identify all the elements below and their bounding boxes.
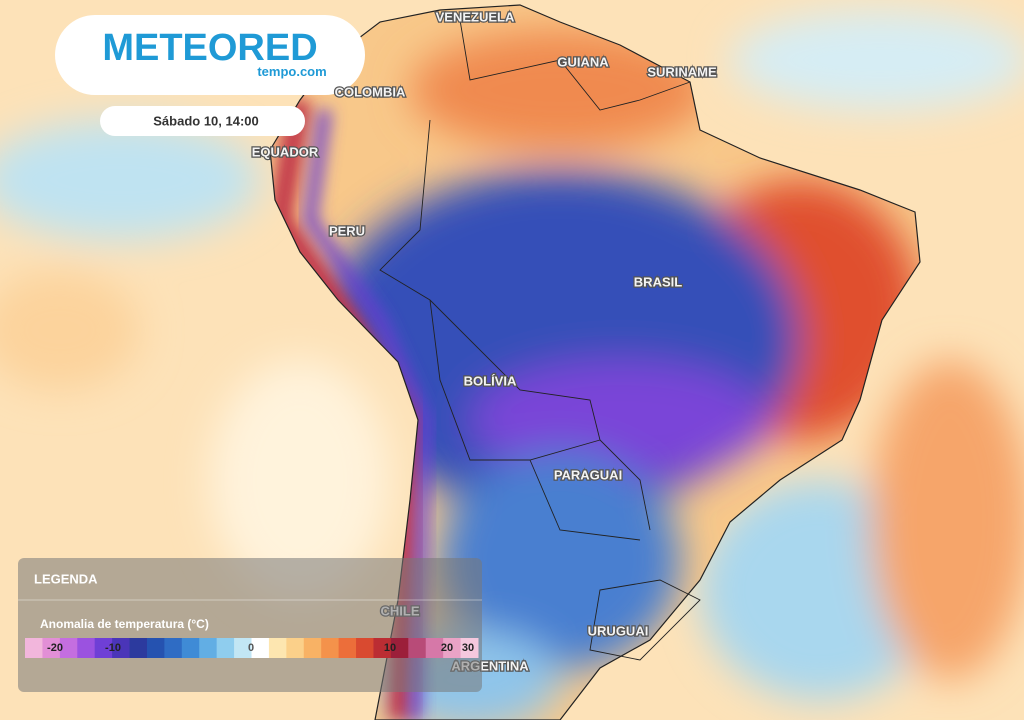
legend-swatch [425, 638, 444, 658]
legend-swatch [251, 638, 270, 658]
legend-swatch [42, 638, 61, 658]
legend-swatch [146, 638, 165, 658]
legend-swatch [94, 638, 113, 658]
logo[interactable]: METEORED [102, 27, 317, 69]
legend-swatch [356, 638, 374, 658]
legend-swatch [129, 638, 148, 658]
date: Sábado 10, 14:00 [153, 113, 259, 128]
country-label: GUIANA [557, 54, 609, 69]
legend-tick-label: -20 [47, 642, 63, 654]
country-label: SURINAME [647, 64, 717, 79]
legend-swatch [303, 638, 322, 658]
legend-swatch [164, 638, 183, 658]
ocean-anomaly [0, 10, 1024, 700]
legend-swatch [268, 638, 287, 658]
country-label: PARAGUAI [554, 467, 622, 482]
legend-tick-label: -10 [105, 642, 121, 654]
legend-tick-label: 0 [248, 642, 254, 654]
country-label: PERU [329, 223, 365, 238]
legend-swatch [286, 638, 305, 658]
legend-swatch [408, 638, 427, 658]
country-label: BRASIL [634, 274, 682, 289]
legend-swatch [59, 638, 78, 658]
country-label: EQUADOR [252, 144, 319, 159]
legend-swatch [234, 638, 252, 658]
legend-swatch [25, 638, 43, 658]
legend-swatch [112, 638, 131, 658]
legend-swatch [443, 638, 462, 658]
country-label: BOLÍVIA [464, 373, 517, 388]
logo-box [55, 15, 365, 95]
legend-swatch [321, 638, 340, 658]
borders [379, 19, 701, 661]
legend-tick-label: 20 [441, 642, 453, 654]
legend-swatch [77, 638, 96, 658]
legend-title: LEGENDA [34, 571, 98, 586]
site: tempo.com [257, 64, 326, 79]
country-label: VENEZUELA [436, 9, 515, 24]
legend-swatch [216, 638, 235, 658]
legend-tick-label: 10 [384, 642, 396, 654]
legend-swatch [181, 638, 200, 658]
country-label: COLOMBIA [335, 84, 406, 99]
legend-subtitle: Anomalia de temperatura (°C) [40, 617, 209, 631]
legend-swatch [390, 638, 409, 658]
date-pill [100, 106, 305, 136]
legend-swatch [373, 638, 392, 658]
legend-swatch [460, 638, 479, 658]
legend-swatch [338, 638, 357, 658]
country-label: URUGUAI [588, 623, 649, 638]
legend-swatch [199, 638, 218, 658]
legend-box [18, 558, 482, 692]
legend-tick-label: 30 [462, 642, 474, 654]
